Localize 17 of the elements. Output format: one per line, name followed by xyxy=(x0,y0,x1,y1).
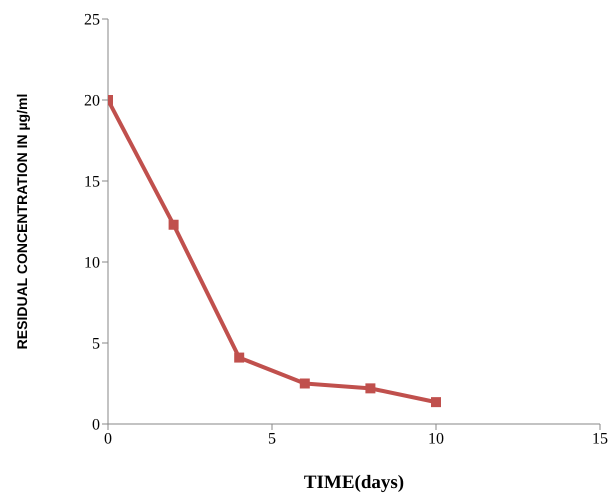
x-tick-label: 10 xyxy=(428,430,444,448)
x-axis-title: TIME(days) xyxy=(304,472,404,493)
x-tick-label: 15 xyxy=(592,430,608,448)
point xyxy=(300,378,310,388)
y-tick-label: 15 xyxy=(84,174,100,191)
point xyxy=(431,397,441,408)
y-tick-label: 5 xyxy=(92,336,100,353)
point xyxy=(234,352,244,363)
x-tick-label: 5 xyxy=(268,430,276,448)
y-tick-label: 10 xyxy=(84,254,100,272)
y-tick-label: 25 xyxy=(84,12,100,29)
y-axis-title: RESIDUAL CONCENTRATION IN µg/ml xyxy=(14,94,30,350)
point xyxy=(168,220,179,230)
point xyxy=(365,383,376,394)
y-tick-label: 0 xyxy=(92,416,100,434)
y-tick-label: 20 xyxy=(84,92,100,110)
x-tick-label: 0 xyxy=(104,430,112,448)
